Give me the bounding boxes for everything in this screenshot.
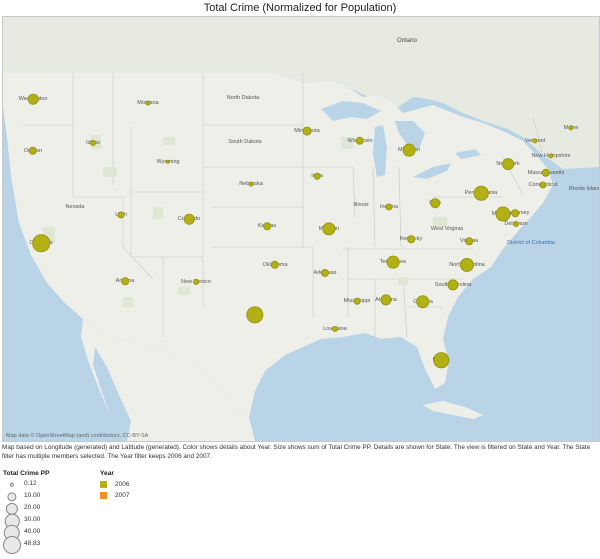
map-label-illinois: Illinois bbox=[353, 202, 369, 208]
size-legend-item: 0.12 bbox=[3, 479, 49, 491]
lake-superior bbox=[321, 101, 381, 121]
size-legend-item: 10.00 bbox=[3, 491, 49, 503]
size-legend-label: 40.00 bbox=[24, 528, 41, 535]
bubble-minnesota[interactable] bbox=[302, 126, 312, 136]
bubble-connecticut[interactable] bbox=[539, 181, 547, 189]
state-borders bbox=[23, 73, 544, 338]
map-label-district-of-columbia: District of Columbia bbox=[507, 240, 555, 246]
bubble-wisconsin[interactable] bbox=[355, 136, 365, 146]
bubble-missouri[interactable] bbox=[322, 222, 336, 236]
chart-title: Total Crime (Normalized for Population) bbox=[203, 2, 397, 14]
color-swatch bbox=[100, 492, 107, 499]
bubble-massachusetts[interactable] bbox=[541, 168, 551, 178]
bubble-alabama[interactable] bbox=[380, 294, 392, 306]
map-view[interactable]: Ontario District of Columbia Rhode Island W… bbox=[2, 16, 600, 442]
bubble-florida[interactable] bbox=[433, 352, 449, 368]
bubble-pennsylvania[interactable] bbox=[473, 185, 489, 201]
bubble-vermont[interactable] bbox=[532, 138, 538, 144]
map-label-south-dakota: South Dakota bbox=[228, 139, 262, 145]
lake-huron bbox=[395, 121, 425, 149]
lake-erie bbox=[413, 163, 451, 179]
bubble-north-carolina[interactable] bbox=[459, 257, 475, 273]
color-legend-item-2007[interactable]: 2007 bbox=[100, 490, 129, 501]
bubble-new-hampshire[interactable] bbox=[548, 153, 554, 159]
bubble-washington[interactable] bbox=[27, 93, 39, 105]
bubble-new-mexico[interactable] bbox=[193, 279, 199, 285]
bubble-new-jersey[interactable] bbox=[511, 209, 519, 217]
size-legend-label: 0.12 bbox=[24, 480, 37, 487]
bubble-utah[interactable] bbox=[117, 211, 125, 219]
color-legend-label: 2007 bbox=[115, 492, 130, 499]
color-legend-label: 2006 bbox=[115, 481, 130, 488]
bubble-montana[interactable] bbox=[145, 100, 151, 106]
bubble-virginia[interactable] bbox=[465, 237, 473, 245]
size-legend-circle bbox=[9, 482, 15, 488]
color-legend-item-2006[interactable]: 2006 bbox=[100, 479, 129, 490]
bubble-new-york[interactable] bbox=[502, 158, 514, 170]
lake-michigan bbox=[373, 125, 387, 177]
bubble-arizona[interactable] bbox=[121, 277, 129, 285]
bubble-wyoming[interactable] bbox=[165, 159, 171, 165]
map-label-west-virginia: West Virginia bbox=[430, 226, 464, 232]
bubble-idaho[interactable] bbox=[90, 140, 96, 146]
bubble-mississippi[interactable] bbox=[353, 297, 361, 305]
bubble-kansas[interactable] bbox=[263, 222, 271, 230]
gulf-of-california bbox=[93, 347, 131, 441]
bubble-indiana[interactable] bbox=[385, 203, 393, 211]
size-legend-item: 48.83 bbox=[3, 536, 49, 554]
lake-ontario bbox=[455, 149, 481, 159]
bubble-maryland[interactable] bbox=[495, 206, 511, 222]
bubble-tennessee[interactable] bbox=[386, 255, 400, 269]
bubble-kentucky[interactable] bbox=[407, 235, 415, 243]
size-legend-label: 30.00 bbox=[24, 516, 41, 523]
size-legend: Total Crime PP 0.12 10.00 20.00 30.00 40.00 4… bbox=[3, 470, 50, 554]
size-legend-label: 20.00 bbox=[24, 504, 41, 511]
map-label-north-dakota: North Dakota bbox=[226, 95, 260, 101]
size-legend-label: 10.00 bbox=[24, 492, 41, 499]
bubble-california[interactable] bbox=[32, 234, 50, 252]
bubble-nebraska[interactable] bbox=[248, 181, 254, 187]
bubble-michigan[interactable] bbox=[402, 143, 416, 157]
size-legend-circle bbox=[3, 536, 21, 554]
bubble-arkansas[interactable] bbox=[320, 268, 330, 278]
bubble-oregon[interactable] bbox=[28, 146, 38, 156]
map-label-ontario: Ontario bbox=[397, 38, 417, 44]
bubble-ohio[interactable] bbox=[430, 198, 440, 208]
bubble-texas[interactable] bbox=[246, 306, 264, 324]
map-label-rhode-island: Rhode Island bbox=[568, 186, 600, 192]
map-attribution[interactable]: Map data © OpenStreetMap (and) contribut… bbox=[6, 433, 149, 439]
canada-land bbox=[3, 17, 599, 169]
basemap bbox=[3, 17, 599, 441]
bubble-south-carolina[interactable] bbox=[447, 279, 459, 291]
bubble-maine[interactable] bbox=[568, 125, 574, 131]
color-legend-title: Year bbox=[100, 470, 114, 477]
size-legend-title: Total Crime PP bbox=[3, 470, 50, 477]
color-legend: Year 2006 2007 bbox=[100, 470, 129, 501]
park-areas bbox=[43, 135, 447, 307]
bubble-oklahoma[interactable] bbox=[270, 260, 280, 270]
bubble-colorado[interactable] bbox=[183, 213, 195, 225]
view-caption: Map based on Longitude (generated) and L… bbox=[2, 444, 591, 460]
size-legend-label: 48.83 bbox=[24, 540, 41, 547]
bubble-iowa[interactable] bbox=[313, 172, 321, 180]
size-legend-circle bbox=[7, 492, 17, 502]
bubble-georgia[interactable] bbox=[416, 295, 430, 309]
cuba-land bbox=[423, 401, 483, 419]
bubble-louisiana[interactable] bbox=[332, 326, 338, 332]
bubble-delaware[interactable] bbox=[513, 221, 519, 227]
usa-land bbox=[3, 73, 553, 417]
map-label-nevada: Nevada bbox=[65, 204, 85, 210]
color-swatch bbox=[100, 481, 107, 488]
